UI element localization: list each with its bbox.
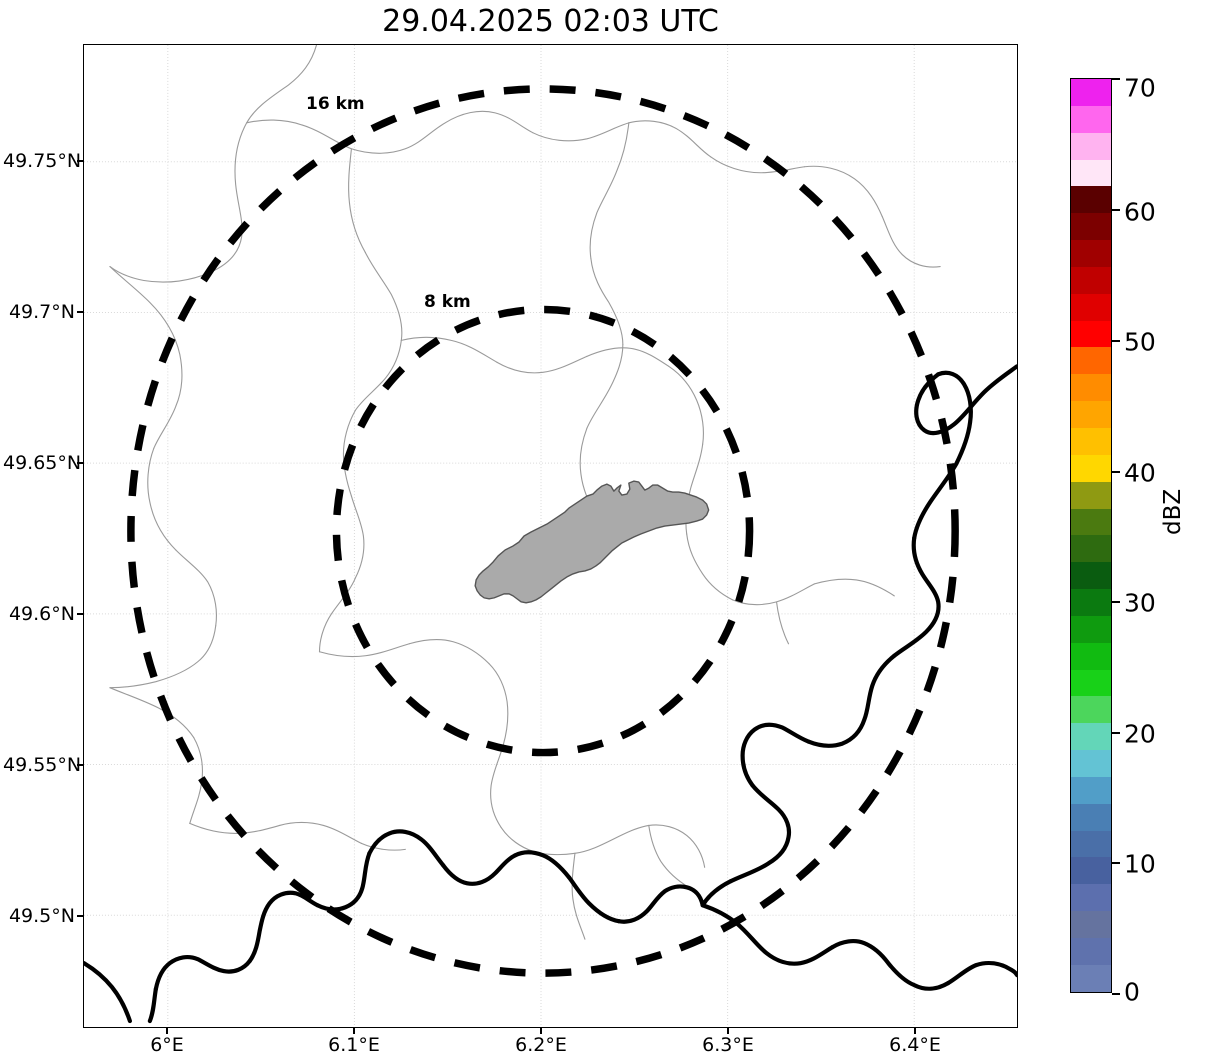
- map-plot-area[interactable]: [83, 44, 1018, 1028]
- colorbar-band: [1071, 776, 1111, 804]
- colorbar-band: [1071, 911, 1111, 938]
- colorbar-tick-mark-20: [1112, 732, 1120, 734]
- country-borders: [84, 364, 1017, 1024]
- x-tick-mark-2: [540, 1028, 542, 1034]
- colorbar-tick-label-40: 40: [1124, 458, 1156, 488]
- range-ring-8km: [332, 305, 754, 757]
- colorbar-tick-mark-60: [1112, 209, 1120, 211]
- colorbar-band: [1071, 481, 1111, 509]
- x-tick-mark-4: [914, 1028, 916, 1034]
- lake-polygon: [474, 480, 710, 604]
- colorbar-band: [1071, 159, 1111, 187]
- colorbar-band: [1071, 884, 1111, 912]
- colorbar-tick-label-20: 20: [1124, 719, 1156, 749]
- y-tick-mark-1: [77, 311, 83, 313]
- district-boundaries: [109, 45, 941, 940]
- colorbar-band: [1071, 293, 1111, 321]
- colorbar-axis-label: dBZ: [1160, 488, 1186, 535]
- colorbar-band: [1071, 535, 1111, 563]
- colorbar-tick-label-60: 60: [1124, 197, 1156, 227]
- x-tick-mark-1: [353, 1028, 355, 1034]
- colorbar-tick-mark-50: [1112, 340, 1120, 342]
- map-svg: [84, 45, 1017, 1027]
- range-ring-label-16km: 16 km: [306, 94, 365, 114]
- colorbar-band: [1071, 213, 1111, 241]
- range-rings: [127, 85, 959, 977]
- colorbar-band: [1071, 562, 1111, 590]
- y-tick-label-49-50: 49.5°N: [8, 905, 75, 927]
- colorbar-band: [1071, 857, 1111, 885]
- colorbar-band: [1071, 401, 1111, 428]
- y-tick-label-49-70: 49.7°N: [8, 301, 75, 323]
- colorbar-tick-mark-30: [1112, 601, 1120, 603]
- colorbar-band: [1071, 938, 1111, 965]
- colorbar-band: [1071, 696, 1111, 724]
- colorbar[interactable]: [1070, 78, 1112, 993]
- y-tick-label-49-60: 49.6°N: [8, 603, 75, 625]
- colorbar-tick-label-50: 50: [1124, 327, 1156, 357]
- y-tick-label-49-75: 49.75°N: [3, 150, 82, 172]
- colorbar-tick-mark-40: [1112, 471, 1120, 473]
- y-tick-mark-5: [77, 915, 83, 917]
- colorbar-band: [1071, 454, 1111, 482]
- x-tick-mark-0: [166, 1028, 168, 1034]
- colorbar-band: [1071, 320, 1111, 348]
- colorbar-band: [1071, 508, 1111, 536]
- y-tick-mark-4: [77, 764, 83, 766]
- colorbar-band: [1071, 427, 1111, 455]
- colorbar-band: [1071, 830, 1111, 858]
- range-ring-16km: [127, 85, 959, 977]
- colorbar-band: [1071, 669, 1111, 697]
- colorbar-band: [1071, 105, 1111, 133]
- colorbar-tick-mark-10: [1112, 862, 1120, 864]
- y-tick-label-49-65: 49.65°N: [3, 452, 82, 474]
- colorbar-band: [1071, 240, 1111, 267]
- x-tick-label-6-2: 6.2°E: [515, 1034, 567, 1056]
- colorbar-band: [1071, 642, 1111, 670]
- y-tick-mark-2: [77, 462, 83, 464]
- colorbar-band: [1071, 266, 1111, 294]
- colorbar-tick-mark-70: [1112, 78, 1120, 80]
- colorbar-band: [1071, 964, 1111, 992]
- colorbar-tick-mark-0: [1112, 993, 1120, 995]
- colorbar-tick-label-70: 70: [1124, 73, 1156, 103]
- colorbar-band: [1071, 615, 1111, 643]
- colorbar-band: [1071, 723, 1111, 751]
- colorbar-band: [1071, 186, 1111, 214]
- range-ring-label-8km: 8 km: [424, 292, 471, 312]
- y-tick-mark-3: [77, 613, 83, 615]
- colorbar-band: [1071, 132, 1111, 160]
- colorbar-band: [1071, 803, 1111, 831]
- colorbar-band: [1071, 79, 1111, 106]
- y-tick-label-49-55: 49.55°N: [3, 754, 82, 776]
- colorbar-tick-label-0: 0: [1124, 977, 1140, 1007]
- colorbar-band: [1071, 374, 1111, 402]
- x-tick-mark-3: [727, 1028, 729, 1034]
- colorbar-band: [1071, 589, 1111, 616]
- colorbar-band: [1071, 347, 1111, 375]
- x-tick-label-6-0: 6°E: [150, 1034, 184, 1056]
- page-title: 29.04.2025 02:03 UTC: [382, 4, 719, 39]
- y-tick-mark-0: [77, 160, 83, 162]
- x-tick-label-6-4: 6.4°E: [889, 1034, 941, 1056]
- x-tick-label-6-1: 6.1°E: [328, 1034, 380, 1056]
- colorbar-band: [1071, 750, 1111, 777]
- colorbar-tick-label-30: 30: [1124, 588, 1156, 618]
- x-tick-label-6-3: 6.3°E: [702, 1034, 754, 1056]
- colorbar-tick-label-10: 10: [1124, 849, 1156, 879]
